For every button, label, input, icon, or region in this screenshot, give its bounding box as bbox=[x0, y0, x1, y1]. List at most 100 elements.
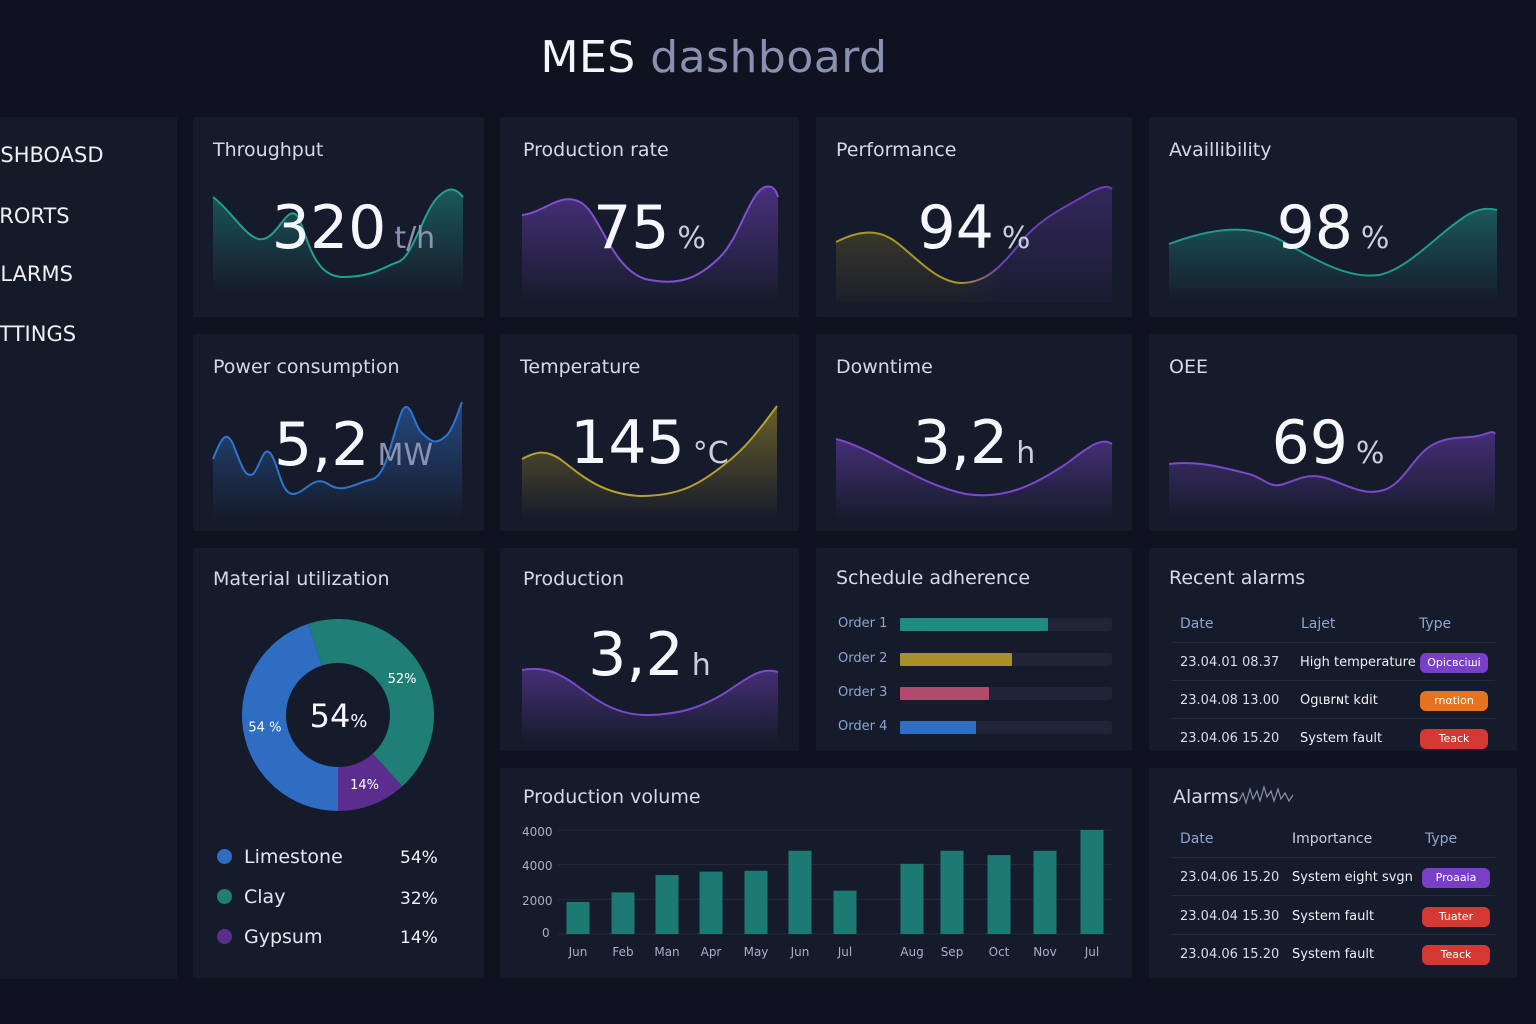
bar bbox=[655, 875, 679, 934]
col-header-importance: Importance bbox=[1292, 831, 1373, 847]
donut-slice-clay bbox=[308, 619, 434, 787]
kpi-card-downtime[interactable]: Downtime 3,2 h bbox=[816, 334, 1132, 531]
kpi-unit: t/h bbox=[394, 221, 436, 256]
kpi-card-oee[interactable]: OEE 69% bbox=[1149, 334, 1517, 531]
production-volume-card: Production volume 4000 4000 2000 0 Jun Fe… bbox=[500, 768, 1132, 978]
donut-center-number: 54 bbox=[309, 697, 351, 735]
donut-slice-label: 52% bbox=[388, 672, 417, 687]
col-header-date: Date bbox=[1180, 616, 1214, 632]
kpi-value-block: 98% bbox=[1149, 193, 1517, 263]
kpi-value: 3,2 bbox=[912, 408, 1009, 478]
schedule-progress-track bbox=[900, 721, 1112, 734]
x-tick-label: Jul bbox=[837, 945, 852, 959]
schedule-progress-bar bbox=[900, 687, 990, 700]
schedule-progress-track bbox=[900, 687, 1112, 700]
waveform-icon bbox=[1238, 784, 1294, 806]
bar bbox=[1033, 850, 1057, 934]
kpi-card-availability[interactable]: Availlibility 98% bbox=[1149, 117, 1517, 317]
kpi-unit: % bbox=[1001, 221, 1031, 256]
x-tick-label: Man bbox=[654, 945, 679, 959]
alarm-type-badge[interactable]: Tuater bbox=[1422, 907, 1490, 927]
production-unit: h bbox=[691, 648, 711, 683]
col-header-type: Type bbox=[1419, 616, 1452, 632]
material-utilization-card: Material utilization 54 % 52% 14% 54% Lime… bbox=[193, 548, 484, 978]
schedule-adherence-card: Schedule adherence Order 1 Order 2 Order 3… bbox=[816, 548, 1132, 751]
alarm-date: 23.04.06 15.20 bbox=[1180, 947, 1280, 962]
kpi-title: Performance bbox=[836, 139, 957, 161]
alarm-type-badge[interactable]: Proaaia bbox=[1422, 868, 1490, 888]
kpi-value-block: 3,2 h bbox=[816, 408, 1132, 478]
kpi-value-block: 94% bbox=[816, 193, 1132, 263]
schedule-title: Schedule adherence bbox=[836, 567, 1031, 589]
divider bbox=[1171, 857, 1495, 858]
alarms-card: Alarms Date Importance Type 23.04.06 15.… bbox=[1149, 768, 1517, 978]
x-tick-label: Jun bbox=[568, 945, 588, 959]
divider bbox=[1171, 642, 1495, 643]
sidebar-item-reports[interactable]: ERORTS bbox=[0, 204, 70, 228]
production-value-block: 3,2 h bbox=[500, 620, 799, 690]
alarm-description: System eight svgn bbox=[1292, 870, 1413, 885]
alarm-description: System fault bbox=[1292, 947, 1375, 962]
alarm-type-badge[interactable]: rnαtion bbox=[1420, 691, 1488, 711]
sidebar-item-dashboard[interactable]: ASHBOASD bbox=[0, 143, 104, 167]
divider bbox=[1171, 934, 1495, 935]
production-card[interactable]: Production 3,2 h bbox=[500, 548, 799, 751]
x-tick-label: Jun bbox=[790, 945, 810, 959]
bar bbox=[1080, 830, 1104, 934]
divider bbox=[1171, 718, 1495, 719]
bar bbox=[833, 890, 857, 934]
recent-alarms-title: Recent alarms bbox=[1169, 567, 1306, 589]
schedule-order-label: Order 3 bbox=[838, 685, 888, 700]
sidebar: ASHBOASD ERORTS ALARMS ETTINGS bbox=[0, 117, 177, 979]
kpi-card-power-consumption[interactable]: Power consumption 5,2 MW bbox=[193, 334, 484, 531]
bar bbox=[940, 850, 964, 934]
alarms-title: Alarms bbox=[1173, 786, 1239, 808]
kpi-unit: % bbox=[677, 221, 706, 256]
divider bbox=[1171, 680, 1495, 681]
recent-alarms-card: Recent alarms Date Lajet Type 23.04.01 0… bbox=[1149, 548, 1517, 751]
kpi-title: Production rate bbox=[523, 139, 669, 161]
y-tick-label: 2000 bbox=[522, 894, 553, 908]
kpi-unit: % bbox=[1360, 221, 1390, 256]
col-header-date: Date bbox=[1180, 831, 1214, 847]
bar bbox=[611, 892, 635, 934]
alarm-type-badge[interactable]: Teack bbox=[1422, 945, 1490, 965]
x-tick-label: Feb bbox=[612, 945, 633, 959]
x-tick-label: Jul bbox=[1084, 945, 1099, 959]
alarm-date: 23.04.06 15.20 bbox=[1180, 731, 1280, 746]
y-tick-label: 4000 bbox=[522, 825, 553, 839]
schedule-progress-bar bbox=[900, 653, 1013, 666]
donut-slice-gypsum bbox=[338, 753, 403, 811]
schedule-progress-bar bbox=[900, 618, 1049, 631]
oee-sparkline bbox=[1168, 431, 1496, 519]
legend-dot bbox=[217, 849, 232, 864]
alarm-type-badge[interactable]: Oрісвсіші bbox=[1420, 653, 1488, 673]
sidebar-item-alarms[interactable]: ALARMS bbox=[0, 262, 73, 286]
legend-label: Clay bbox=[244, 886, 286, 908]
x-tick-label: May bbox=[744, 945, 769, 959]
production-value: 3,2 bbox=[588, 620, 684, 690]
alarm-type-badge[interactable]: Teack bbox=[1420, 729, 1488, 749]
bar bbox=[566, 901, 590, 934]
kpi-card-production-rate[interactable]: Production rate 75% bbox=[500, 117, 799, 317]
sidebar-item-settings[interactable]: ETTINGS bbox=[0, 322, 77, 346]
legend-item-clay: Clay bbox=[217, 886, 285, 908]
legend-label: Gypsum bbox=[244, 926, 323, 948]
legend-dot bbox=[217, 889, 232, 904]
kpi-value-block: 5,2 MW bbox=[223, 410, 484, 480]
x-tick-label: Apr bbox=[701, 945, 722, 959]
kpi-value: 320 bbox=[271, 193, 387, 263]
bar bbox=[744, 870, 768, 934]
power-sparkline bbox=[212, 401, 463, 519]
alarm-date: 23.04.08 13.00 bbox=[1180, 693, 1280, 708]
bar bbox=[987, 855, 1011, 934]
kpi-card-throughput[interactable]: Throughput 320 t/h bbox=[193, 117, 484, 317]
legend-item-gypsum: Gypsum bbox=[217, 926, 322, 948]
performance-sparkline bbox=[835, 185, 1113, 302]
donut-slice-limestone bbox=[242, 623, 338, 811]
legend-pct: 32% bbox=[400, 889, 438, 909]
col-header-type: Type bbox=[1425, 831, 1458, 847]
kpi-card-performance[interactable]: Performance 94% bbox=[816, 117, 1132, 317]
kpi-card-temperature[interactable]: Temperature 145 °C bbox=[500, 334, 799, 531]
bar bbox=[788, 850, 812, 934]
